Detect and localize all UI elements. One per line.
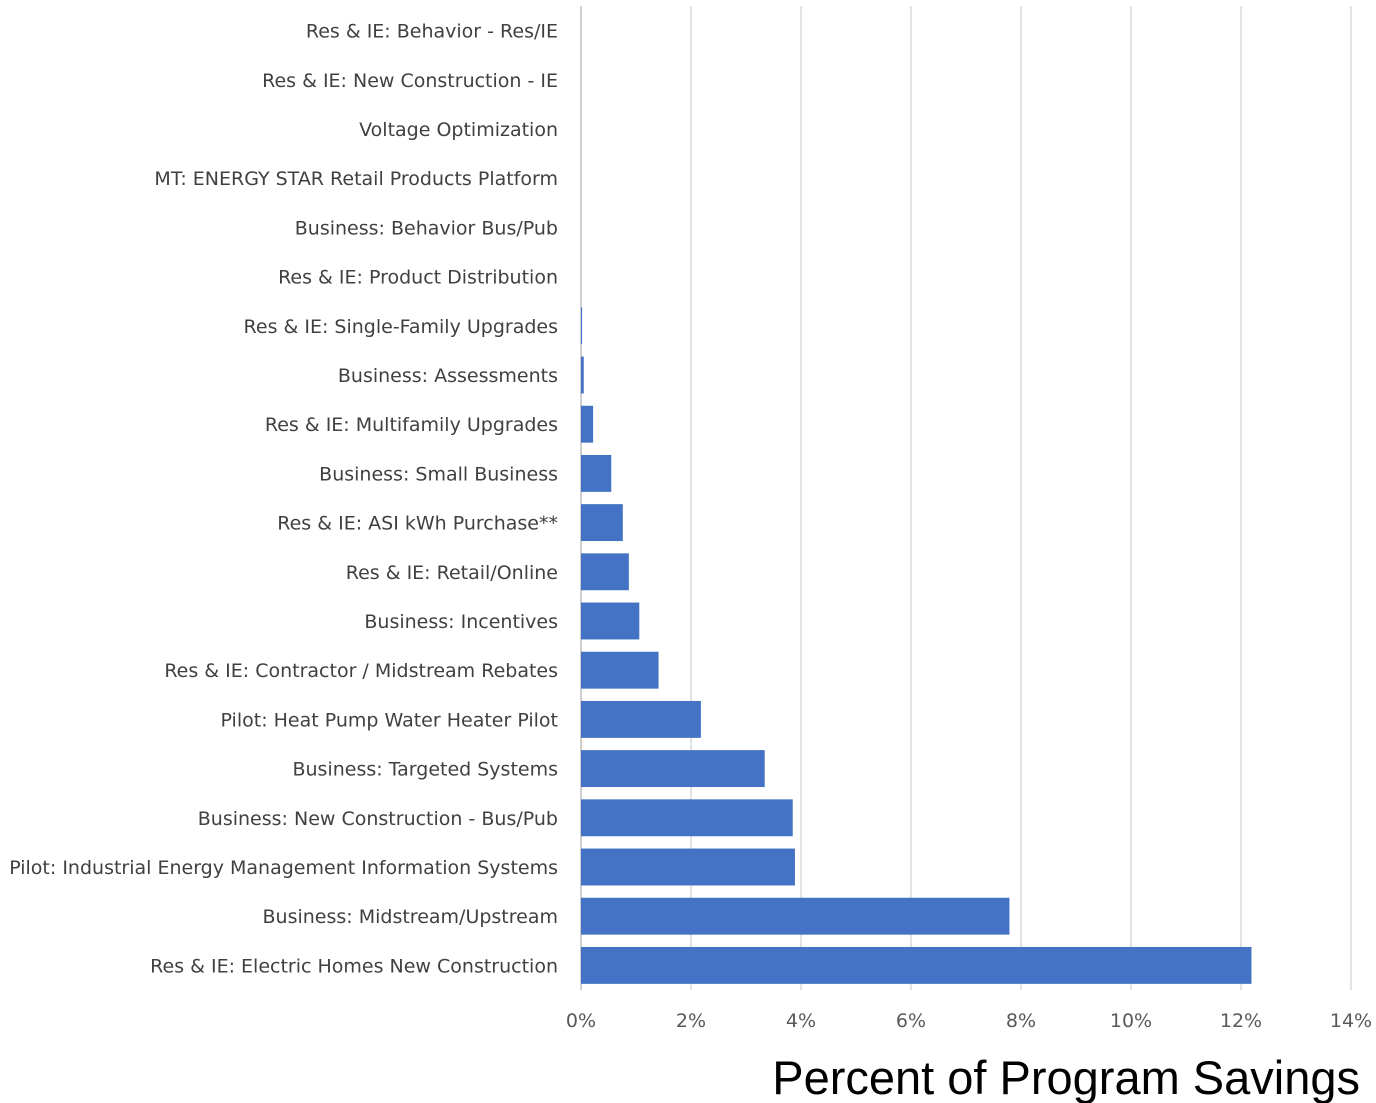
category-label: Business: Targeted Systems [292, 759, 558, 781]
x-tick-labels: 0% 2% 4% 6% 8% 10% 12% 14% [566, 1010, 1372, 1032]
x-tick-label: 14% [1330, 1010, 1372, 1032]
category-label: Res & IE: ASI kWh Purchase** [277, 513, 558, 535]
bar [581, 946, 1252, 984]
bar [581, 799, 793, 837]
category-label: Business: Small Business [319, 463, 558, 485]
bar [581, 405, 594, 443]
grid-lines [580, 6, 1352, 990]
bar [581, 602, 640, 640]
x-tick-label: 6% [896, 1010, 926, 1032]
bar [581, 848, 795, 886]
x-tick-label: 0% [566, 1010, 596, 1032]
category-label: Business: Assessments [338, 365, 558, 387]
x-axis-title: Percent of Program Savings [772, 1051, 1360, 1103]
category-labels: Res & IE: Behavior - Res/IE Res & IE: New… [9, 21, 558, 978]
bar [581, 454, 612, 492]
category-label: Business: Midstream/Upstream [263, 906, 559, 928]
category-label: Res & IE: Contractor / Midstream Rebates [164, 660, 558, 682]
category-label: Business: Behavior Bus/Pub [295, 217, 558, 239]
category-label: MT: ENERGY STAR Retail Products Platform [154, 168, 558, 190]
category-label: Pilot: Heat Pump Water Heater Pilot [221, 709, 558, 731]
category-label: Res & IE: Single-Family Upgrades [244, 316, 558, 338]
category-label: Business: New Construction - Bus/Pub [198, 808, 558, 830]
bars [581, 307, 1252, 984]
bar [581, 504, 623, 542]
category-label: Pilot: Industrial Energy Management Info… [9, 857, 558, 879]
x-tick-label: 10% [1110, 1010, 1152, 1032]
bar [581, 307, 583, 345]
category-label: Business: Incentives [364, 611, 558, 633]
x-tick-label: 12% [1220, 1010, 1262, 1032]
x-tick-label: 8% [1006, 1010, 1036, 1032]
category-label: Res & IE: Retail/Online [346, 562, 558, 584]
category-label: Res & IE: Multifamily Upgrades [265, 414, 558, 436]
bar [581, 651, 659, 689]
x-tick-label: 2% [676, 1010, 706, 1032]
x-tick-label: 4% [786, 1010, 816, 1032]
bar [581, 897, 1010, 935]
category-label: Res & IE: Product Distribution [278, 267, 558, 289]
category-label: Res & IE: Electric Homes New Constructio… [150, 955, 558, 977]
bar [581, 750, 765, 788]
bar [581, 356, 584, 394]
category-label: Res & IE: New Construction - IE [262, 70, 558, 92]
category-label: Res & IE: Behavior - Res/IE [306, 21, 558, 43]
category-label: Voltage Optimization [359, 119, 558, 141]
bar [581, 553, 629, 591]
bar [581, 700, 701, 738]
